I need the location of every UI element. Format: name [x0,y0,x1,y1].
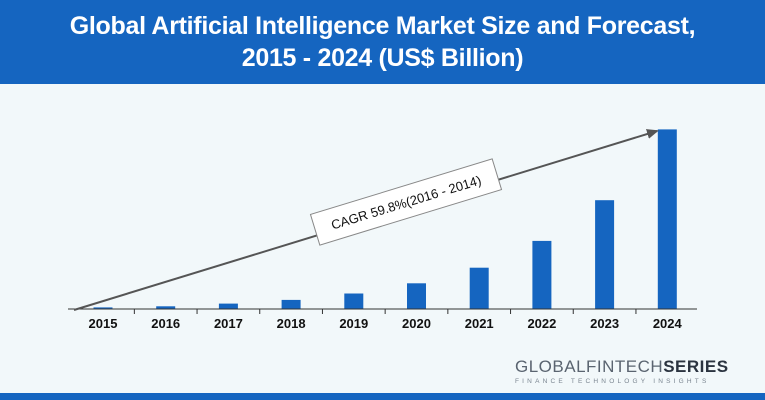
x-tick-label: 2015 [89,316,118,331]
bar-2015 [93,307,113,309]
x-tick-label: 2017 [214,316,243,331]
chart-title-line-2: 2015 - 2024 (US$ Billion) [241,44,524,72]
x-tick-label: 2023 [590,316,619,331]
bar-2016 [156,306,176,309]
brand-tagline: FINANCE TECHNOLOGY INSIGHTS [515,378,710,385]
chart-header: Global Artificial Intelligence Market Si… [0,0,765,84]
chart-title-rest: Market Size and Forecast, [389,12,696,40]
x-tick-label: 2018 [277,316,306,331]
bar-2021 [469,267,489,309]
brand-name-light: GLOBALFINTECH [515,357,664,376]
bar-2020 [407,283,426,309]
bar-2024 [657,129,677,309]
bar-2023 [595,200,615,309]
chart-title-line-1: Global Artificial Intelligence Market Si… [70,10,696,42]
x-tick-label: 2024 [653,316,683,331]
bar-2022 [532,240,552,309]
bar-2017 [218,303,238,309]
x-tick-label: 2021 [465,316,494,331]
footer-bar [0,393,765,400]
bar-2018 [281,299,301,309]
x-tick-label: 2020 [402,316,431,331]
chart-title-bold: Global Artificial Intelligence [69,12,390,40]
brand-name: GLOBALFINTECHSERIES [515,357,735,377]
bar-2019 [344,293,364,309]
brand-name-bold: SERIES [663,357,729,376]
cagr-box [309,158,503,246]
chart-area [0,84,765,394]
x-tick-label: 2019 [339,316,368,331]
cagr-annotation: CAGR 59.8%(2016 - 2014) [309,158,503,246]
x-tick-label: 2022 [527,316,556,331]
brand-logo: GLOBALFINTECHSERIES FINANCE TECHNOLOGY I… [515,357,735,385]
x-tick-label: 2016 [151,316,180,331]
